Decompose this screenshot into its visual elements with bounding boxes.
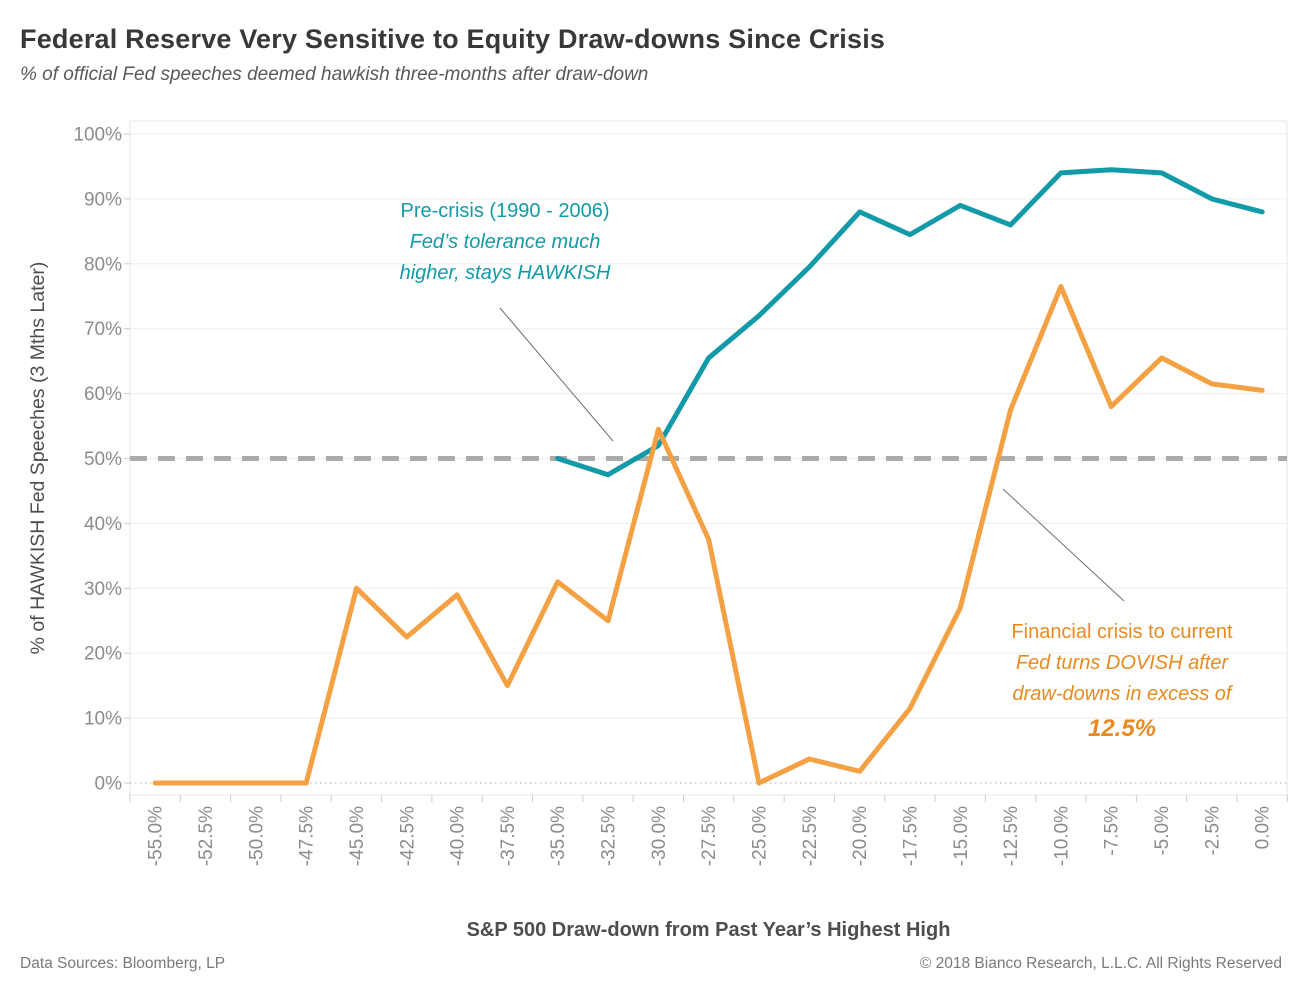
series-line-financial-crisis <box>152 284 1265 786</box>
x-tick-label: -2.5% <box>1202 806 1223 856</box>
annotation-precrisis-line2: Fed’s tolerance much <box>409 231 601 253</box>
x-tick-label: -50.0% <box>246 806 267 866</box>
annotation-crisis-line2: Fed turns DOVISH after <box>1015 652 1229 674</box>
x-tick-label: -15.0% <box>951 806 972 866</box>
annotation-crisis-line1: Financial crisis to current <box>1011 621 1233 643</box>
x-tick-label: -55.0% <box>146 806 167 866</box>
y-tick-label: 30% <box>84 579 122 600</box>
y-tick-label: 10% <box>84 709 122 730</box>
x-tick-label: -40.0% <box>448 806 469 866</box>
annotation-precrisis-line1: Pre-crisis (1990 - 2006) <box>400 200 610 222</box>
x-tick-label: -25.0% <box>750 806 771 866</box>
x-tick-label: -35.0% <box>548 806 569 866</box>
annotation-crisis: Financial crisis to current Fed turns DO… <box>947 617 1297 744</box>
x-tick-label: 0.0% <box>1253 806 1274 849</box>
x-tick-label: -45.0% <box>347 806 368 866</box>
chart-subtitle: % of official Fed speeches deemed hawkis… <box>20 64 649 85</box>
x-axis-title: S&P 500 Draw-down from Past Year’s Highe… <box>467 919 951 941</box>
x-tick-label: -10.0% <box>1051 806 1072 866</box>
series-line-pre-crisis <box>555 167 1265 478</box>
data-sources-note: Data Sources: Bloomberg, LP <box>20 955 226 972</box>
x-tick-label: -47.5% <box>297 806 318 866</box>
copyright-note: © 2018 Bianco Research, L.L.C. All Right… <box>919 955 1282 972</box>
annotation-crisis-value: 12.5% <box>1087 715 1157 742</box>
x-tick-label: -32.5% <box>599 806 620 866</box>
annotation-precrisis: Pre-crisis (1990 - 2006) Fed’s tolerance… <box>320 196 690 289</box>
y-tick-label: 60% <box>84 384 122 405</box>
x-tick-label: -52.5% <box>196 806 217 866</box>
y-tick-label: 0% <box>95 774 123 795</box>
x-tick-label: -5.0% <box>1152 806 1173 856</box>
y-axis-title: % of HAWKISH Fed Speeches (3 Mths Later) <box>27 262 49 655</box>
x-tick-label: -27.5% <box>699 806 720 866</box>
x-tick-label: -22.5% <box>800 806 821 866</box>
x-tick-label: -12.5% <box>1001 806 1022 866</box>
y-tick-label: 90% <box>84 189 122 210</box>
x-tick-label: -17.5% <box>900 806 921 866</box>
crisis-leader-line <box>1002 488 1125 602</box>
annotation-precrisis-line3: higher, stays HAWKISH <box>399 262 611 284</box>
y-tick-label: 70% <box>84 319 122 340</box>
y-tick-label: 40% <box>84 514 122 535</box>
x-tick-label: -30.0% <box>649 806 670 866</box>
x-tick-label: -42.5% <box>397 806 418 866</box>
x-tick-label: -7.5% <box>1102 806 1123 856</box>
y-tick-label: 80% <box>84 254 122 275</box>
x-tick-label: -20.0% <box>850 806 871 866</box>
y-tick-label: 100% <box>73 125 122 146</box>
annotation-crisis-line3: draw-downs in excess of <box>1012 683 1232 705</box>
x-tick-label: -37.5% <box>498 806 519 866</box>
precrisis-leader-line <box>499 307 614 442</box>
y-tick-label: 50% <box>84 449 122 470</box>
chart-title: Federal Reserve Very Sensitive to Equity… <box>20 24 886 54</box>
y-tick-label: 20% <box>84 644 122 665</box>
